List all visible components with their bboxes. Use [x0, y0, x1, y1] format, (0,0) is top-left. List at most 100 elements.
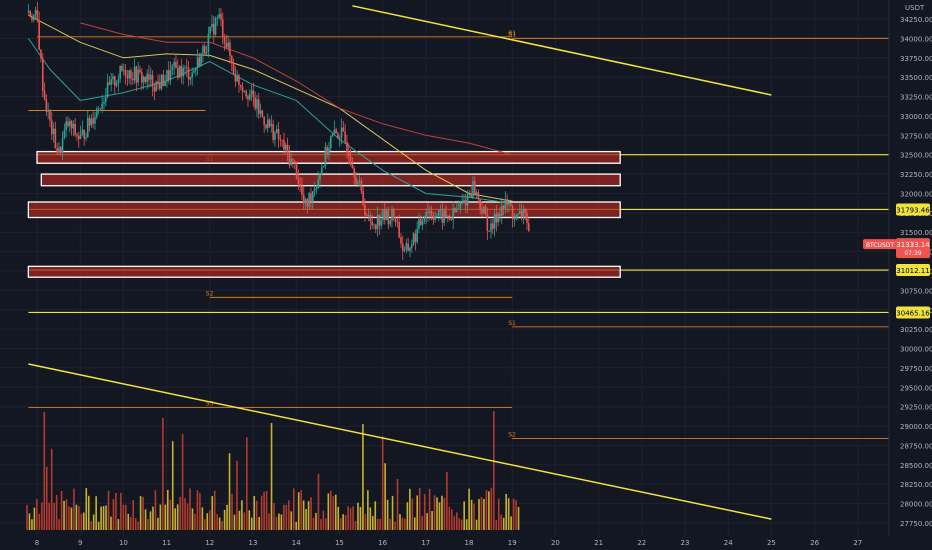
candle-body	[477, 192, 480, 200]
candle-body	[419, 219, 422, 225]
volume-bar	[48, 502, 51, 530]
volume-bar	[307, 501, 310, 530]
volume-bar	[399, 514, 401, 530]
candle-body	[401, 243, 404, 251]
volume-bar	[325, 518, 327, 530]
volume-bar	[33, 507, 36, 530]
candle-body	[499, 213, 501, 216]
candle-body	[481, 208, 483, 214]
volume-bar	[283, 504, 285, 530]
candle-body	[425, 211, 427, 220]
moving-averages	[27, 14, 513, 204]
time-tick-label: 8	[35, 539, 39, 547]
time-tick-label: 24	[724, 539, 733, 547]
volume-bar	[132, 500, 135, 530]
candle-body	[304, 199, 307, 204]
volume-bar	[31, 519, 33, 530]
pivot-label: R1	[508, 31, 516, 38]
volume-bar	[305, 509, 307, 530]
volume-bar	[213, 490, 216, 530]
volume-bar	[337, 506, 340, 530]
time-axis[interactable]: 8 9 10 11 12 13 14 15 16 17 18 19 20 21 22 23 24 25 26 27	[35, 539, 862, 547]
candle-body	[54, 128, 57, 149]
candle-body	[115, 83, 118, 86]
volume-bar	[404, 518, 406, 530]
candle-body	[468, 194, 471, 195]
price-tag-label: 31793.46	[896, 206, 930, 214]
candle-body	[331, 133, 334, 137]
volume-bar	[505, 493, 507, 530]
candle-body	[290, 158, 292, 166]
candle-body	[383, 209, 386, 220]
volume-bar	[201, 507, 204, 530]
candle-body	[175, 61, 177, 69]
volume-bar	[216, 514, 218, 530]
volume-bar	[443, 497, 446, 530]
price-tick-label: 33750.00	[900, 55, 932, 63]
candle-body	[182, 67, 184, 77]
volume-bar	[322, 510, 325, 530]
moving-average-line	[27, 38, 513, 204]
zone-box	[40, 173, 621, 187]
volume-bar	[189, 488, 191, 530]
candle-body	[526, 213, 528, 224]
price-tick-label: 29250.00	[900, 404, 932, 412]
symbol-tag-label: BTCUSDT	[866, 242, 894, 249]
volume-bar	[441, 495, 443, 530]
volume-bar	[483, 498, 485, 530]
candle-body	[387, 210, 390, 225]
volume-bar	[426, 513, 428, 530]
candle-body	[459, 202, 462, 209]
candle-body	[50, 120, 53, 134]
candle-body	[407, 243, 409, 251]
volume-bar	[438, 502, 441, 530]
candle-body	[257, 99, 260, 114]
candle-body	[194, 67, 197, 71]
volume-bar	[127, 513, 130, 530]
candle-body	[234, 73, 237, 82]
volume-bar	[342, 514, 344, 530]
candle-body	[137, 69, 139, 83]
candle-body	[56, 148, 58, 153]
price-tick-label: 29000.00	[900, 423, 932, 431]
candle-body	[193, 70, 195, 73]
volume-bar	[502, 517, 505, 530]
candle-body	[464, 200, 467, 206]
volume-bar	[270, 422, 273, 530]
volume-bar	[478, 499, 480, 530]
candle-body	[277, 129, 280, 140]
candle-body	[180, 66, 183, 77]
candle-body	[495, 213, 498, 223]
candle-body	[151, 75, 154, 88]
candle-body	[184, 67, 186, 69]
candle-body	[293, 160, 296, 164]
volume-bar	[65, 499, 68, 530]
candle-body	[49, 109, 51, 121]
candle-body	[207, 34, 210, 52]
volume-bar	[409, 488, 411, 530]
candle-body	[329, 136, 332, 149]
candle-body	[221, 19, 224, 38]
candle-body	[391, 209, 393, 221]
candle-body	[436, 215, 438, 217]
candle-body	[362, 190, 364, 205]
volume-bar	[85, 488, 88, 530]
volume-bar	[332, 496, 335, 530]
price-tag-label: 31012.11	[896, 267, 929, 275]
candle-body	[101, 103, 103, 110]
candle-body	[279, 139, 282, 141]
volume-bar	[339, 518, 342, 530]
candle-body	[317, 179, 319, 188]
volume-bar	[26, 504, 28, 530]
trendlines[interactable]	[28, 5, 772, 520]
volume-bar	[228, 453, 231, 530]
candle-body	[166, 70, 168, 82]
candle-body	[212, 23, 215, 35]
volume-bar	[389, 518, 391, 530]
candle-body	[450, 219, 453, 221]
candle-body	[434, 216, 436, 221]
candle-body	[266, 119, 269, 129]
candle-body	[274, 132, 276, 140]
candle-body	[270, 124, 273, 127]
